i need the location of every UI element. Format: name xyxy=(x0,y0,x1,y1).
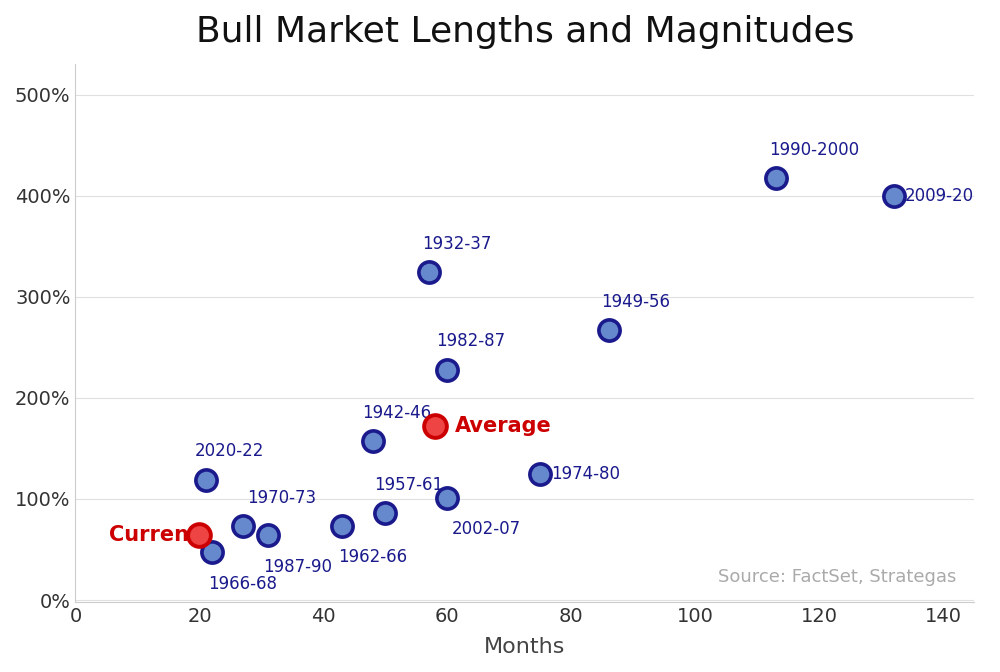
Point xyxy=(886,190,902,201)
Point xyxy=(768,173,784,184)
Text: Average: Average xyxy=(454,416,551,436)
Point xyxy=(204,547,220,558)
Point xyxy=(260,530,276,541)
Title: Bull Market Lengths and Magnitudes: Bull Market Lengths and Magnitudes xyxy=(196,15,854,49)
Point xyxy=(532,468,548,479)
Point xyxy=(768,173,784,184)
Point xyxy=(439,493,455,503)
Text: 1990-2000: 1990-2000 xyxy=(769,141,859,159)
Point xyxy=(204,547,220,558)
Point xyxy=(334,521,350,532)
Point xyxy=(198,474,214,485)
Text: 1974-80: 1974-80 xyxy=(551,464,620,482)
Text: 2002-07: 2002-07 xyxy=(452,520,521,538)
Point xyxy=(191,530,207,541)
Point xyxy=(886,190,902,201)
Point xyxy=(377,507,393,518)
Point xyxy=(334,521,350,532)
Point xyxy=(377,507,393,518)
Point xyxy=(439,364,455,375)
Text: 1942-46: 1942-46 xyxy=(362,404,431,422)
Point xyxy=(601,325,617,335)
Point xyxy=(427,421,443,431)
Point xyxy=(532,468,548,479)
X-axis label: Months: Months xyxy=(484,637,566,657)
Point xyxy=(198,474,214,485)
Point xyxy=(439,364,455,375)
Text: 1970-73: 1970-73 xyxy=(247,489,316,507)
Point xyxy=(365,436,381,447)
Point xyxy=(421,267,437,278)
Point xyxy=(421,267,437,278)
Text: 1962-66: 1962-66 xyxy=(338,548,407,566)
Text: 2009-20: 2009-20 xyxy=(905,187,974,205)
Text: 1932-37: 1932-37 xyxy=(422,235,491,253)
Point xyxy=(191,530,207,541)
Text: 2020-22: 2020-22 xyxy=(195,442,264,460)
Text: Source: FactSet, Strategas: Source: FactSet, Strategas xyxy=(718,568,956,586)
Text: 1982-87: 1982-87 xyxy=(436,332,505,350)
Text: 1987-90: 1987-90 xyxy=(263,558,332,575)
Point xyxy=(427,421,443,431)
Text: 1966-68: 1966-68 xyxy=(208,575,277,593)
Text: 1949-56: 1949-56 xyxy=(602,292,671,310)
Text: Current: Current xyxy=(109,526,199,545)
Point xyxy=(235,521,251,532)
Point xyxy=(235,521,251,532)
Point xyxy=(260,530,276,541)
Point xyxy=(601,325,617,335)
Point xyxy=(439,493,455,503)
Point xyxy=(365,436,381,447)
Text: 1957-61: 1957-61 xyxy=(374,476,443,494)
